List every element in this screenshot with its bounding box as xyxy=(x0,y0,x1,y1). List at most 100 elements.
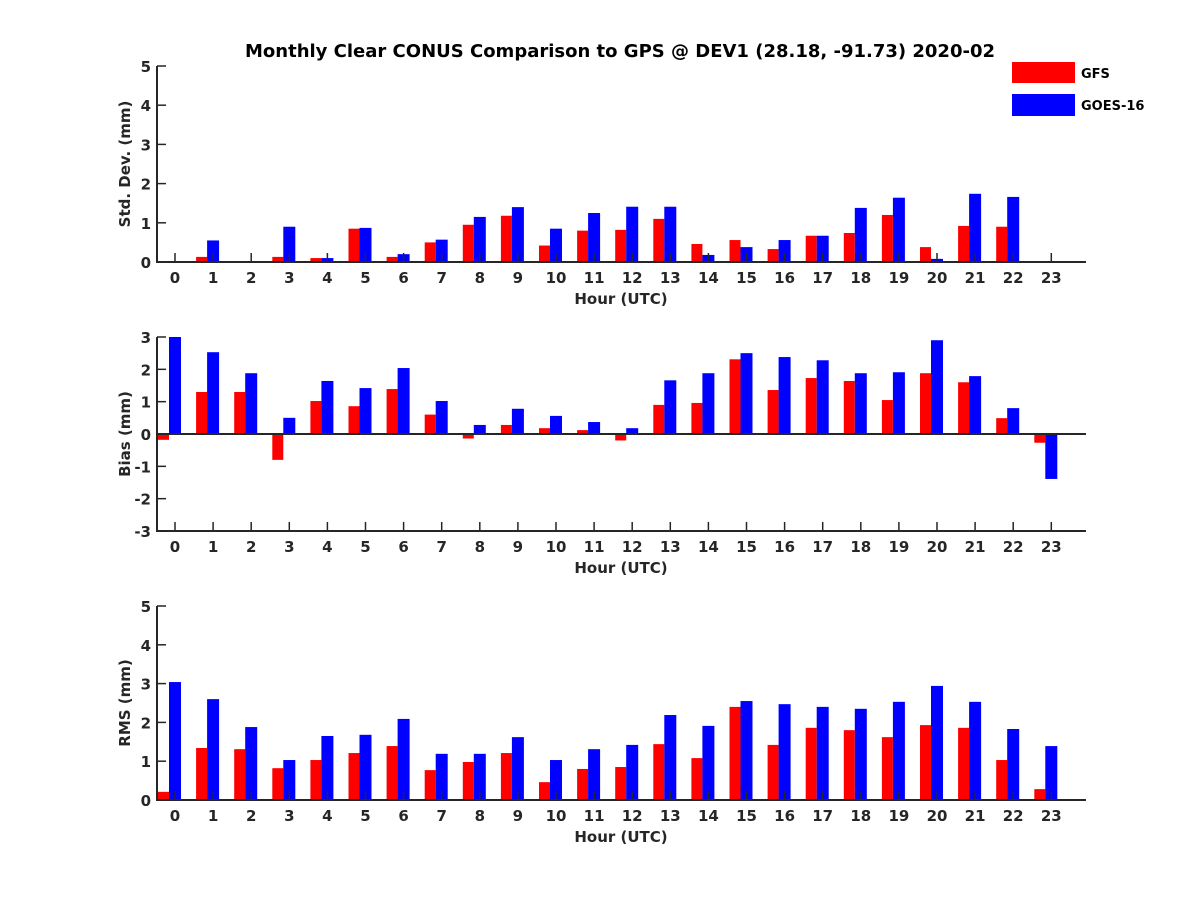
bar-goes16-hour-18 xyxy=(854,373,867,434)
bar-gfs-hour-3 xyxy=(272,768,284,800)
bar-gfs-hour-3 xyxy=(272,256,284,262)
bar-gfs-hour-1 xyxy=(196,391,208,434)
x-tick-label: 23 xyxy=(1041,269,1062,287)
bar-goes16-hour-6 xyxy=(397,368,410,434)
bar-gfs-hour-5 xyxy=(348,406,360,434)
bar-gfs-hour-6 xyxy=(386,256,398,262)
x-tick-label: 2 xyxy=(246,807,256,825)
y-tick-label: -3 xyxy=(134,523,151,541)
x-tick-label: 22 xyxy=(1003,269,1024,287)
bar-goes16-hour-22 xyxy=(1007,728,1020,800)
bar-goes16-hour-1 xyxy=(207,240,220,262)
x-tick-label: 13 xyxy=(660,538,681,556)
bar-gfs-hour-11 xyxy=(577,230,589,262)
bar-gfs-hour-18 xyxy=(843,380,855,434)
bar-goes16-hour-0 xyxy=(169,682,181,800)
bar-gfs-hour-22 xyxy=(996,226,1008,262)
bar-gfs-hour-4 xyxy=(310,760,322,800)
x-tick-label: 3 xyxy=(284,807,294,825)
bar-goes16-hour-11 xyxy=(588,749,601,800)
bar-gfs-hour-9 xyxy=(500,215,512,262)
bar-gfs-hour-4 xyxy=(310,258,322,262)
x-tick-label: 3 xyxy=(284,538,294,556)
x-tick-label: 10 xyxy=(546,269,567,287)
bar-gfs-hour-6 xyxy=(386,746,398,800)
bar-goes16-hour-21 xyxy=(969,701,982,800)
bar-goes16-hour-23 xyxy=(1045,434,1058,479)
bar-gfs-hour-14 xyxy=(691,243,703,262)
bar-gfs-hour-13 xyxy=(653,404,665,434)
x-tick-label: 5 xyxy=(360,807,370,825)
bar-gfs-hour-7 xyxy=(424,242,436,262)
y-tick-label: 2 xyxy=(141,714,151,732)
bar-gfs-hour-15 xyxy=(729,706,741,800)
bar-goes16-hour-11 xyxy=(588,213,601,262)
x-tick-label: 6 xyxy=(398,538,408,556)
y-tick-label: 5 xyxy=(141,598,151,616)
bar-goes16-hour-14 xyxy=(702,725,715,800)
bar-gfs-hour-1 xyxy=(196,748,208,800)
bar-goes16-hour-7 xyxy=(435,401,448,434)
x-tick-label: 1 xyxy=(208,269,218,287)
bar-gfs-hour-11 xyxy=(577,430,589,434)
y-tick-label: 5 xyxy=(141,58,151,76)
x-tick-label: 9 xyxy=(513,269,523,287)
x-tick-label: 3 xyxy=(284,269,294,287)
bar-gfs-hour-6 xyxy=(386,389,398,434)
bar-gfs-hour-0 xyxy=(158,791,169,800)
x-tick-label: 0 xyxy=(170,538,180,556)
x-axis-label: Hour (UTC) xyxy=(574,290,667,308)
bar-goes16-hour-2 xyxy=(245,727,258,800)
bar-goes16-hour-12 xyxy=(626,428,639,434)
bar-goes16-hour-15 xyxy=(740,353,753,434)
bar-gfs-hour-5 xyxy=(348,753,360,800)
bar-goes16-hour-17 xyxy=(816,360,829,434)
x-tick-label: 21 xyxy=(965,538,986,556)
bar-gfs-hour-1 xyxy=(196,256,208,262)
bar-goes16-hour-2 xyxy=(245,373,258,434)
bar-gfs-hour-8 xyxy=(462,761,474,800)
x-tick-label: 4 xyxy=(322,538,332,556)
bar-gfs-hour-12 xyxy=(615,229,627,262)
bar-gfs-hour-9 xyxy=(500,424,512,434)
bar-gfs-hour-16 xyxy=(767,744,779,800)
bar-goes16-hour-16 xyxy=(778,240,791,262)
y-axis-label: Bias (mm) xyxy=(116,391,134,477)
bar-gfs-hour-23 xyxy=(1034,789,1046,800)
bar-gfs-hour-19 xyxy=(881,214,893,262)
bar-gfs-hour-4 xyxy=(310,401,322,434)
x-tick-label: 13 xyxy=(660,807,681,825)
bar-gfs-hour-8 xyxy=(462,224,474,262)
bar-goes16-hour-22 xyxy=(1007,196,1020,262)
bar-goes16-hour-23 xyxy=(1045,746,1058,800)
legend: GFS GOES-16 xyxy=(1012,62,1144,116)
bar-goes16-hour-10 xyxy=(550,415,562,434)
x-tick-label: 13 xyxy=(660,269,681,287)
bar-goes16-hour-17 xyxy=(816,235,829,262)
bar-gfs-hour-18 xyxy=(843,232,855,262)
x-tick-label: 8 xyxy=(475,269,485,287)
x-tick-label: 6 xyxy=(398,807,408,825)
chart-title: Monthly Clear CONUS Comparison to GPS @ … xyxy=(245,41,995,62)
bar-gfs-hour-13 xyxy=(653,218,665,262)
bar-gfs-hour-20 xyxy=(920,373,931,434)
x-tick-label: 4 xyxy=(322,269,332,287)
x-tick-label: 1 xyxy=(208,538,218,556)
bar-goes16-hour-18 xyxy=(854,708,867,800)
x-tick-label: 23 xyxy=(1041,538,1062,556)
y-tick-label: -2 xyxy=(134,491,151,509)
bar-goes16-hour-3 xyxy=(283,417,296,434)
x-tick-label: 15 xyxy=(736,269,757,287)
x-tick-label: 16 xyxy=(774,538,795,556)
bar-goes16-hour-16 xyxy=(778,704,791,800)
bar-goes16-hour-4 xyxy=(321,735,334,800)
x-tick-label: 2 xyxy=(246,269,256,287)
bar-goes16-hour-22 xyxy=(1007,408,1020,434)
x-tick-label: 14 xyxy=(698,269,719,287)
bar-goes16-hour-11 xyxy=(588,422,601,434)
y-axis-label: RMS (mm) xyxy=(116,659,134,746)
bar-gfs-hour-23 xyxy=(1034,434,1046,443)
x-tick-label: 21 xyxy=(965,807,986,825)
